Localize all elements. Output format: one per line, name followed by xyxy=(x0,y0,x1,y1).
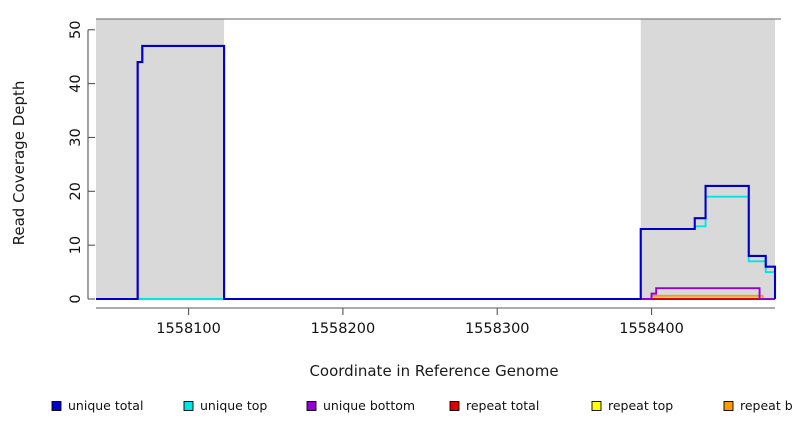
data-trace-group xyxy=(96,44,777,301)
y-axis-title: Read Coverage Depth xyxy=(10,81,28,246)
y-tick-label: 50 xyxy=(68,21,84,39)
legend-swatch-repeat-top xyxy=(591,401,602,411)
x-tick-label: 1558400 xyxy=(619,321,684,337)
y-tick-label: 10 xyxy=(68,236,84,254)
x-axis-title: Coordinate in Reference Genome xyxy=(309,362,558,380)
y-tick-label: 20 xyxy=(68,182,84,200)
legend-label-unique-total: unique total xyxy=(68,398,143,413)
legend-swatch-repeat-bottom xyxy=(723,401,734,411)
legend-swatch-unique-total xyxy=(51,401,62,411)
legend-swatch-unique-bottom xyxy=(306,401,317,411)
legend-label-repeat-top: repeat top xyxy=(608,398,673,413)
tick-label-group: 0 10 20 30 40 50 1558100 1558200 1558300 1558400 xyxy=(68,21,684,337)
right-repeat-band xyxy=(640,19,775,299)
legend-label-repeat-bottom: repeat bottom xyxy=(740,398,792,413)
axis-group xyxy=(87,29,775,315)
legend: unique total unique top unique bottom repea… xyxy=(51,398,792,413)
x-tick-label: 1558100 xyxy=(156,321,221,337)
legend-label-unique-bottom: unique bottom xyxy=(323,398,415,413)
legend-label-unique-top: unique top xyxy=(200,398,267,413)
x-tick-label: 1558200 xyxy=(311,321,376,337)
left-repeat-band xyxy=(96,19,225,299)
legend-label-repeat-total: repeat total xyxy=(466,398,539,413)
x-tick-label: 1558300 xyxy=(465,321,530,337)
legend-swatch-unique-top xyxy=(183,401,194,411)
y-tick-label: 0 xyxy=(68,294,84,303)
legend-swatch-repeat-total xyxy=(449,401,460,411)
trace-unique-total xyxy=(96,44,777,301)
shaded-region-group xyxy=(96,19,775,299)
y-tick-label: 40 xyxy=(68,74,84,92)
y-tick-label: 30 xyxy=(68,128,84,146)
